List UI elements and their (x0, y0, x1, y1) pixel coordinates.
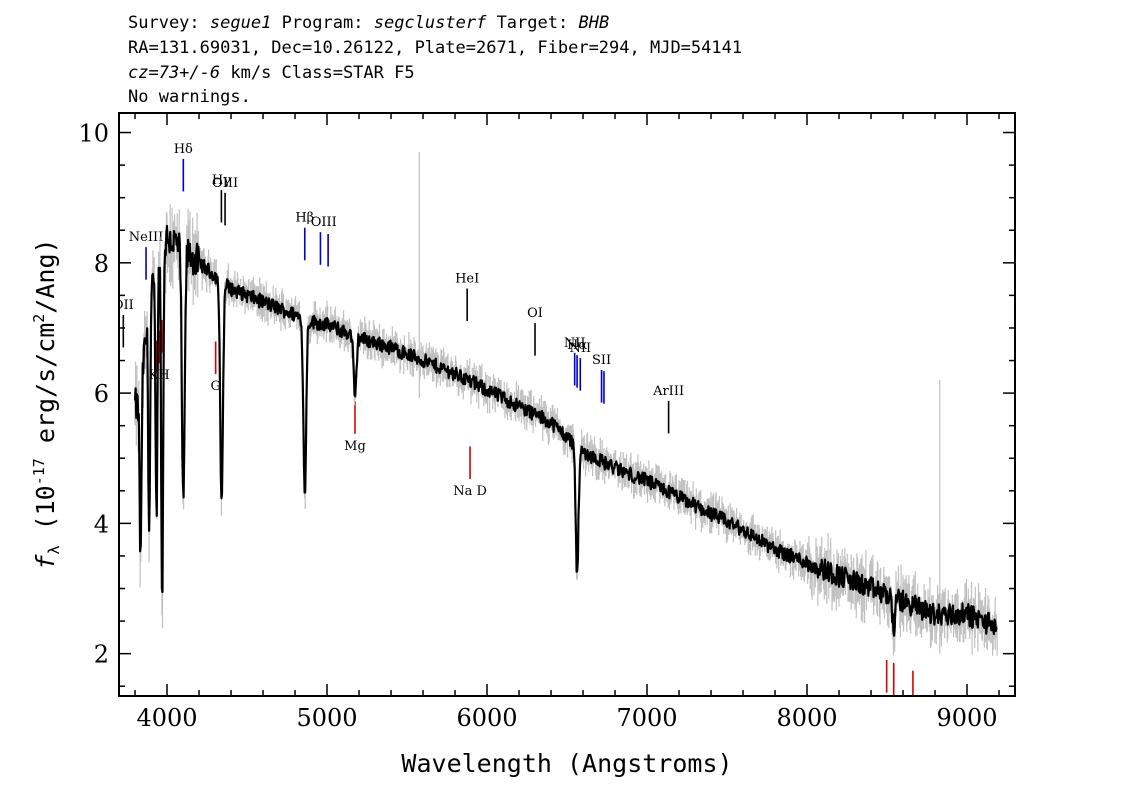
emission-line-label: SII (592, 353, 611, 368)
header-line-3: cz=73+/-6 km/s Class=STAR F5 (128, 62, 415, 84)
emission-line-label: OII (113, 298, 134, 313)
x-tick-label: 5000 (296, 704, 357, 732)
redshift-value: cz=73+/-6 (128, 63, 221, 83)
y-axis-subscript: λ (45, 545, 63, 554)
line-markers: OIINeIIIHδHγOIIIHβOIIIHeIOINIIHαNIISIIAr… (113, 142, 914, 715)
y-tick-label: 2 (94, 641, 109, 669)
emission-line-label: OI (527, 306, 543, 321)
header-line-4: No warnings. (128, 87, 251, 107)
emission-line-label: NeIII (129, 230, 163, 245)
target-label: Target: (496, 13, 569, 33)
header-line-1: Survey: segue1 Program: segclusterf Targ… (128, 12, 609, 34)
absorption-line-label: Mg (344, 439, 366, 454)
spectrum-data (133, 152, 998, 656)
x-tick-label: 8000 (776, 704, 837, 732)
absorption-line-label: Na D (453, 484, 487, 499)
y-tick-label: 8 (94, 250, 109, 278)
emission-line-label: Hα (567, 338, 587, 353)
y-axis-label: fλ (10-17 erg/s/cm2/Ang) (30, 238, 63, 569)
emission-line-label: NII (564, 336, 586, 351)
absorption-line-label: G (210, 379, 220, 394)
y-tick-label: 10 (78, 120, 109, 148)
y-axis-exponent-2: 2 (30, 314, 48, 323)
target-value: BHB (578, 13, 610, 33)
program-label: Program: (281, 13, 364, 33)
emission-line-label: Hβ (295, 211, 314, 226)
class-text: km/s Class=STAR F5 (220, 63, 415, 83)
y-axis-unit-b: erg/s/cm (31, 323, 60, 458)
emission-line-label: OIII (212, 176, 238, 191)
y-tick-label: 4 (94, 510, 109, 538)
emission-line-label: HeI (455, 272, 479, 287)
survey-value: segue1 (209, 13, 272, 33)
emission-line-label: OIII (311, 215, 337, 230)
absorption-line-label: CaII (880, 700, 908, 715)
flux-line (133, 224, 998, 637)
y-axis-unit-a: (10 (31, 485, 60, 545)
plot-frame (118, 112, 1016, 697)
x-tick-label: 7000 (616, 704, 677, 732)
y-tick-label: 6 (94, 380, 109, 408)
x-tick-label: 4000 (136, 704, 197, 732)
y-axis-exponent: -17 (30, 458, 48, 485)
emission-line-label: NII (569, 341, 591, 356)
emission-line-label: Hγ (212, 173, 231, 188)
absorption-line-label: KH (149, 368, 170, 383)
axis-ticks: 4000 5000 6000 7000 8000 9000 2 4 6 8 10 (78, 113, 1015, 732)
x-tick-label: 6000 (456, 704, 517, 732)
program-value: segclusterf (373, 13, 487, 33)
emission-line-label: ArIII (652, 384, 684, 399)
emission-line-label: Hδ (174, 142, 193, 157)
x-axis-label: Wavelength (Angstroms) (401, 749, 732, 778)
x-tick-label: 9000 (936, 704, 997, 732)
header-line-2: RA=131.69031, Dec=10.26122, Plate=2671, … (128, 38, 743, 58)
survey-label: Survey: (128, 13, 200, 33)
y-axis-symbol: f (31, 554, 60, 570)
y-axis-unit-c: /Ang) (31, 238, 60, 313)
